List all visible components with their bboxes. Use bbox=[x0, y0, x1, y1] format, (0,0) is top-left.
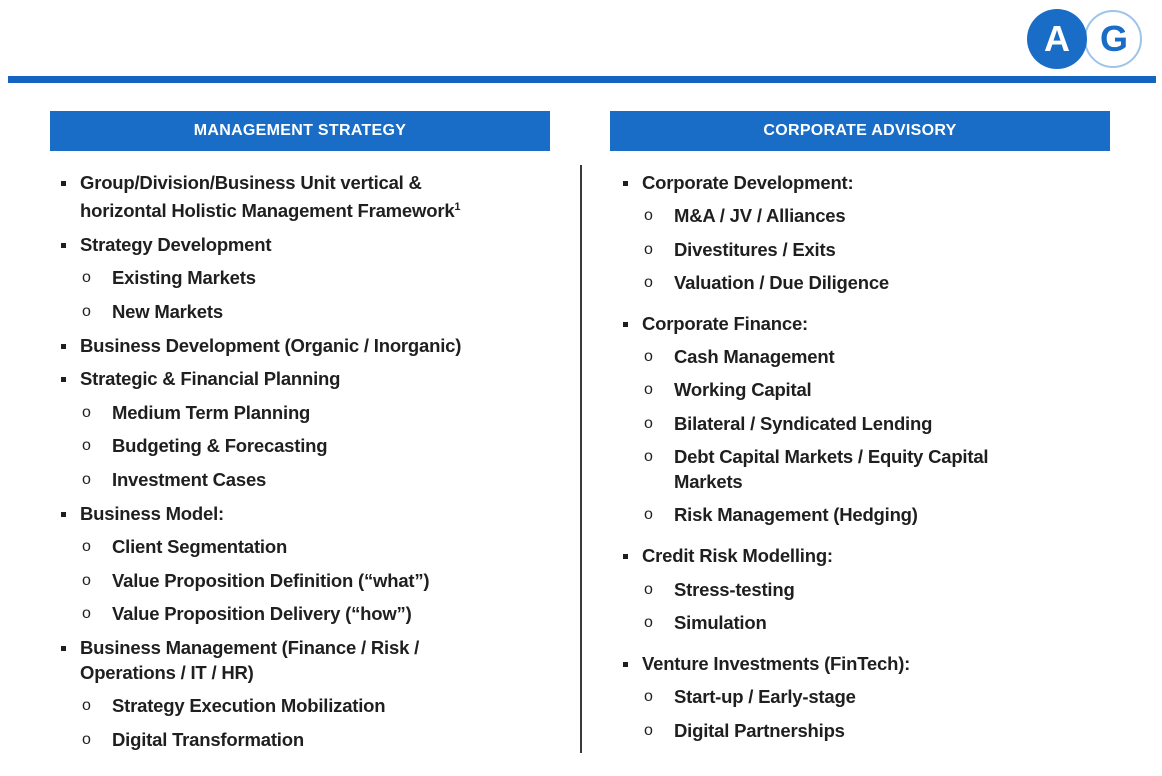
item-text: Debt Capital Markets / Equity Capital bbox=[674, 446, 989, 468]
management-strategy-banner: MANAGEMENT STRATEGY bbox=[50, 111, 550, 151]
corporate-advisory-title: CORPORATE ADVISORY bbox=[763, 122, 957, 139]
footnote-marker: 1 bbox=[454, 201, 461, 213]
corporate-advisory-list: Corporate Development: M&A / JV / Allianc… bbox=[620, 170, 1120, 743]
item-text: Credit Risk Modelling: bbox=[642, 545, 833, 567]
item-text: Digital Partnerships bbox=[674, 719, 845, 741]
item-text: Strategy Execution Mobilization bbox=[112, 695, 386, 717]
sub-bullet-item: Bilateral / Syndicated Lending bbox=[620, 411, 1120, 436]
item-text-continued: Markets bbox=[674, 471, 743, 493]
item-text: Existing Markets bbox=[112, 267, 256, 289]
logo-letter-g: G bbox=[1100, 18, 1128, 59]
logo-letter-a: A bbox=[1044, 18, 1070, 59]
sub-bullet-item: Budgeting & Forecasting bbox=[58, 433, 568, 458]
item-text-continued: Operations / IT / HR) bbox=[80, 661, 254, 683]
item-text: Simulation bbox=[674, 611, 767, 633]
item-text: Strategy Development bbox=[80, 233, 272, 255]
item-text: Client Segmentation bbox=[112, 536, 288, 558]
management-strategy-title: MANAGEMENT STRATEGY bbox=[193, 122, 407, 139]
sub-bullet-item: Valuation / Due Diligence bbox=[620, 270, 1120, 295]
bullet-item: Corporate Development: bbox=[620, 170, 1120, 195]
item-text: Start-up / Early-stage bbox=[674, 686, 856, 708]
sub-bullet-item: Digital Partnerships bbox=[620, 718, 1120, 743]
item-text: Bilateral / Syndicated Lending bbox=[674, 412, 933, 434]
sub-bullet-item: Client Segmentation bbox=[58, 534, 568, 559]
item-text: Strategic & Financial Planning bbox=[80, 368, 341, 390]
item-text: Cash Management bbox=[674, 346, 835, 368]
sub-bullet-item: New Markets bbox=[58, 299, 568, 324]
item-text: Budgeting & Forecasting bbox=[112, 435, 328, 457]
ag-logo: A G bbox=[1027, 9, 1142, 69]
bullet-item: Business Development (Organic / Inorgani… bbox=[58, 333, 568, 358]
bullet-item: Group/Division/Business Unit vertical & h… bbox=[58, 170, 568, 223]
item-text: Business Model: bbox=[80, 502, 224, 524]
management-strategy-column: Group/Division/Business Unit vertical & h… bbox=[58, 170, 568, 761]
item-text: Business Development (Organic / Inorgani… bbox=[80, 334, 462, 356]
header-rule bbox=[8, 76, 1156, 83]
sub-bullet-item: Risk Management (Hedging) bbox=[620, 502, 1120, 527]
corporate-advisory-banner: CORPORATE ADVISORY bbox=[610, 111, 1110, 151]
item-text: Corporate Finance: bbox=[642, 312, 809, 334]
item-text: Valuation / Due Diligence bbox=[674, 271, 889, 293]
sub-bullet-item: Investment Cases bbox=[58, 467, 568, 492]
item-text: Value Proposition Definition (“what”) bbox=[112, 569, 430, 591]
sub-bullet-item: Value Proposition Definition (“what”) bbox=[58, 568, 568, 593]
corporate-advisory-column: Corporate Development: M&A / JV / Allianc… bbox=[620, 170, 1120, 751]
sub-bullet-item: M&A / JV / Alliances bbox=[620, 203, 1120, 228]
logo-circle bbox=[1027, 9, 1087, 69]
sub-bullet-item: Simulation bbox=[620, 610, 1120, 635]
item-text: Group/Division/Business Unit vertical & bbox=[80, 172, 422, 193]
sub-bullet-item: Debt Capital Markets / Equity Capital Mar… bbox=[620, 444, 1120, 494]
sub-bullet-item: Strategy Execution Mobilization bbox=[58, 693, 568, 718]
item-text: Medium Term Planning bbox=[112, 401, 311, 423]
bullet-item: Strategy Development bbox=[58, 232, 568, 257]
bullet-item: Business Management (Finance / Risk / Ope… bbox=[58, 635, 568, 685]
item-text: New Markets bbox=[112, 300, 223, 322]
item-text: Venture Investments (FinTech): bbox=[642, 652, 911, 674]
item-text-continued: horizontal Holistic Management Framework bbox=[80, 200, 455, 222]
item-text: M&A / JV / Alliances bbox=[674, 205, 846, 227]
sub-bullet-item: Cash Management bbox=[620, 344, 1120, 369]
item-text: Value Proposition Delivery (“how”) bbox=[112, 603, 412, 625]
sub-bullet-item: Working Capital bbox=[620, 377, 1120, 402]
item-text: Corporate Development: bbox=[642, 172, 854, 193]
bullet-item: Credit Risk Modelling: bbox=[620, 543, 1120, 568]
item-text: Divestitures / Exits bbox=[674, 238, 836, 260]
item-text: Investment Cases bbox=[112, 468, 267, 490]
sub-bullet-item: Divestitures / Exits bbox=[620, 237, 1120, 262]
bullet-item: Business Model: bbox=[58, 501, 568, 526]
sub-bullet-item: Digital Transformation bbox=[58, 727, 568, 752]
sub-bullet-item: Value Proposition Delivery (“how”) bbox=[58, 601, 568, 626]
item-text: Digital Transformation bbox=[112, 729, 304, 751]
sub-bullet-item: Medium Term Planning bbox=[58, 400, 568, 425]
bullet-item: Strategic & Financial Planning bbox=[58, 366, 568, 391]
item-text: Risk Management (Hedging) bbox=[674, 504, 918, 526]
bullet-item: Venture Investments (FinTech): bbox=[620, 651, 1120, 676]
bullet-item: Corporate Finance: bbox=[620, 311, 1120, 336]
sub-bullet-item: Start-up / Early-stage bbox=[620, 684, 1120, 709]
sub-bullet-item: Existing Markets bbox=[58, 265, 568, 290]
sub-bullet-item: Stress-testing bbox=[620, 577, 1120, 602]
item-text: Stress-testing bbox=[674, 578, 795, 600]
management-strategy-list: Group/Division/Business Unit vertical & h… bbox=[58, 170, 568, 752]
column-divider bbox=[580, 165, 582, 753]
item-text: Working Capital bbox=[674, 379, 812, 401]
item-text: Business Management (Finance / Risk / bbox=[80, 636, 420, 658]
